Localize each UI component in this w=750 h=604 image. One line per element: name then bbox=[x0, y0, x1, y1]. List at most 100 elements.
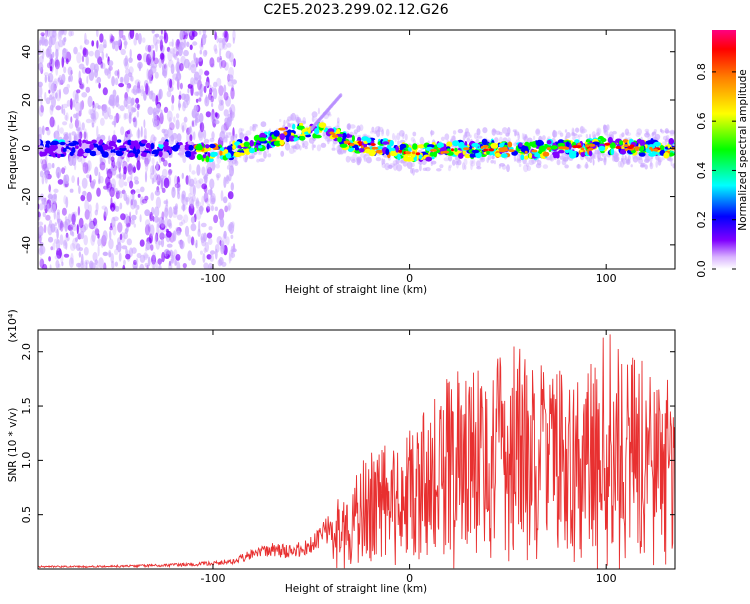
spectrum-noise-blob bbox=[180, 193, 185, 204]
spectrum-halo-blob bbox=[514, 130, 517, 137]
spectrum-noise-blob bbox=[126, 130, 131, 135]
spectrum-noise-blob bbox=[156, 39, 161, 44]
spectrum-noise-blob bbox=[91, 40, 95, 47]
spectrum-noise-blob bbox=[47, 223, 53, 236]
spectrum-noise-blob bbox=[196, 111, 199, 116]
spectrum-noise-blob bbox=[78, 185, 81, 194]
spectrum-noise-blob bbox=[97, 238, 102, 247]
spectrum-halo-blob bbox=[659, 128, 663, 133]
spectrum-peak-blob bbox=[329, 131, 334, 135]
spectrum-halo-blob bbox=[320, 142, 327, 148]
spectrum-noise-blob bbox=[133, 223, 136, 228]
spectrum-noise-blob bbox=[203, 262, 209, 269]
spectrum-noise-blob bbox=[70, 252, 74, 265]
spectrum-ridge-blob bbox=[610, 148, 615, 156]
spectrum-noise-blob bbox=[85, 55, 89, 66]
spectrogram-panel: -100 0 100 -40 -20 0 20 40 Height of straight l… bbox=[7, 29, 676, 296]
spectrum-halo-blob bbox=[546, 156, 552, 161]
spectrum-noise-blob bbox=[144, 224, 151, 236]
spectrum-noise-blob bbox=[158, 155, 162, 164]
spectrum-noise-blob bbox=[172, 211, 178, 218]
spectrum-halo-blob bbox=[373, 130, 377, 135]
spectrum-noise-blob bbox=[163, 249, 169, 257]
spectrum-ridge-blob bbox=[81, 142, 90, 150]
spectrum-noise-blob bbox=[94, 209, 99, 216]
spectrum-noise-blob bbox=[141, 37, 146, 43]
spectrum-noise-blob bbox=[202, 253, 206, 263]
spectrum-noise-blob bbox=[38, 221, 44, 226]
spectrum-peak-blob bbox=[482, 145, 489, 148]
spectrum-noise-blob bbox=[104, 68, 109, 76]
spectrum-peak-blob bbox=[588, 143, 596, 147]
spectrum-noise-blob bbox=[97, 105, 101, 110]
spectrum-ridge-blob bbox=[358, 148, 365, 153]
spectrum-ridge-blob bbox=[446, 141, 453, 148]
spectrum-halo-blob bbox=[581, 128, 588, 133]
spectrum-noise-blob bbox=[120, 126, 125, 136]
spectrum-noise-blob bbox=[144, 161, 149, 172]
spectrum-noise-blob bbox=[114, 77, 119, 86]
snr-frame bbox=[37, 329, 676, 570]
spectrum-halo-blob bbox=[447, 166, 452, 172]
spectrum-noise-blob bbox=[39, 36, 44, 44]
spectrum-noise-blob bbox=[132, 166, 136, 173]
spectrum-ridge-blob bbox=[145, 142, 152, 149]
spectrum-noise-blob bbox=[209, 87, 213, 95]
spectrum-ridge-blob bbox=[116, 147, 121, 151]
spectrum-halo-blob bbox=[535, 128, 541, 136]
spectrum-noise-blob bbox=[195, 98, 199, 103]
spectrum-halo-blob bbox=[452, 159, 456, 166]
spectrum-noise-blob bbox=[219, 56, 222, 60]
spectrum-noise-blob bbox=[57, 218, 61, 224]
spectrum-noise-blob bbox=[146, 53, 152, 66]
spectrum-halo-blob bbox=[260, 121, 267, 128]
spectrum-noise-blob bbox=[134, 180, 140, 185]
spectrum-ridge-blob bbox=[197, 144, 202, 149]
spectrum-noise-blob bbox=[148, 48, 154, 60]
spectrum-noise-blob bbox=[54, 226, 58, 233]
spectrum-noise-blob bbox=[215, 163, 221, 169]
spectrum-noise-blob bbox=[181, 204, 187, 211]
spectrum-halo-blob bbox=[381, 158, 384, 166]
spectrum-halo-blob bbox=[506, 164, 510, 173]
spectrum-ridge-blob bbox=[233, 151, 242, 158]
spectrum-ridge-blob bbox=[205, 144, 210, 149]
spectrum-noise-blob bbox=[153, 57, 159, 65]
spectrum-noise-blob bbox=[42, 211, 46, 218]
spectrum-noise-blob bbox=[130, 169, 133, 181]
spectrum-halo-blob bbox=[404, 133, 408, 141]
spectrum-halo-blob bbox=[644, 132, 650, 138]
spectrum-noise-blob bbox=[89, 174, 92, 183]
spectrum-noise-blob bbox=[84, 209, 90, 220]
spectrum-noise-blob bbox=[97, 56, 103, 65]
spectrum-noise-blob bbox=[207, 238, 213, 245]
spectrum-halo-blob bbox=[649, 162, 654, 170]
spectrum-noise-blob bbox=[209, 255, 212, 260]
snr-y-tick-label: 1.0 bbox=[20, 452, 33, 470]
snr-marks bbox=[38, 334, 675, 569]
spectrum-halo-blob bbox=[462, 162, 465, 171]
spectrum-noise-blob bbox=[61, 30, 65, 35]
spectrum-noise-blob bbox=[78, 70, 81, 82]
spectrum-halo-blob bbox=[351, 159, 356, 163]
spectrum-noise-blob bbox=[96, 187, 101, 197]
spectrum-noise-blob bbox=[160, 238, 165, 248]
spectrum-noise-blob bbox=[94, 259, 99, 265]
spectrum-noise-blob bbox=[153, 111, 158, 120]
spectrum-ridge-blob bbox=[433, 151, 438, 158]
spectrum-noise-blob bbox=[162, 65, 165, 76]
spectrum-halo-blob bbox=[263, 150, 267, 159]
spectrum-halo-blob bbox=[620, 160, 625, 168]
spectrum-noise-blob bbox=[51, 96, 56, 108]
spectrum-noise-blob bbox=[76, 52, 82, 64]
spectrum-noise-blob bbox=[134, 117, 138, 128]
spectrum-noise-blob bbox=[74, 118, 79, 129]
spectrum-ridge-blob bbox=[299, 135, 306, 141]
spectrum-noise-blob bbox=[177, 182, 180, 195]
spectrum-noise-blob bbox=[74, 101, 81, 112]
snr-x-axis-label: Height of straight line (km) bbox=[285, 583, 427, 595]
spectrum-noise-blob bbox=[171, 38, 174, 48]
spectrum-noise-blob bbox=[219, 217, 225, 228]
spectrum-ridge-blob bbox=[663, 152, 670, 159]
